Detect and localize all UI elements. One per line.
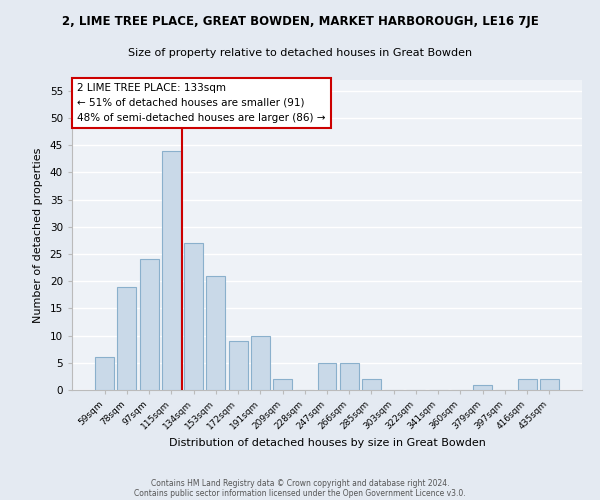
Bar: [518, 379, 536, 390]
Bar: [340, 363, 359, 390]
Bar: [206, 276, 225, 390]
Bar: [251, 336, 270, 390]
Bar: [95, 358, 114, 390]
Bar: [162, 150, 181, 390]
Text: Size of property relative to detached houses in Great Bowden: Size of property relative to detached ho…: [128, 48, 472, 58]
Text: Contains public sector information licensed under the Open Government Licence v3: Contains public sector information licen…: [134, 488, 466, 498]
Text: Contains HM Land Registry data © Crown copyright and database right 2024.: Contains HM Land Registry data © Crown c…: [151, 478, 449, 488]
Bar: [273, 379, 292, 390]
Bar: [362, 379, 381, 390]
X-axis label: Distribution of detached houses by size in Great Bowden: Distribution of detached houses by size …: [169, 438, 485, 448]
Bar: [317, 363, 337, 390]
Text: 2, LIME TREE PLACE, GREAT BOWDEN, MARKET HARBOROUGH, LE16 7JE: 2, LIME TREE PLACE, GREAT BOWDEN, MARKET…: [62, 15, 538, 28]
Bar: [140, 260, 158, 390]
Text: 2 LIME TREE PLACE: 133sqm
← 51% of detached houses are smaller (91)
48% of semi-: 2 LIME TREE PLACE: 133sqm ← 51% of detac…: [77, 83, 326, 122]
Bar: [118, 286, 136, 390]
Bar: [473, 384, 492, 390]
Y-axis label: Number of detached properties: Number of detached properties: [33, 148, 43, 322]
Bar: [184, 243, 203, 390]
Bar: [229, 341, 248, 390]
Bar: [540, 379, 559, 390]
